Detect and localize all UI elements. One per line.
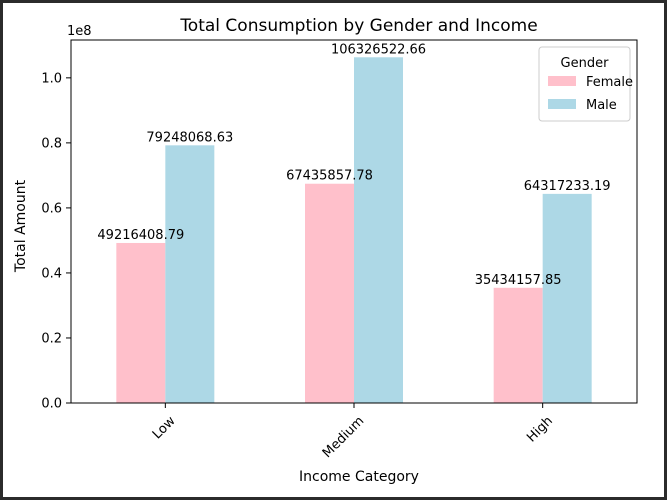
y-axis-label: Total Amount <box>13 179 29 273</box>
legend-swatch-male <box>548 99 576 109</box>
bar-female-medium <box>305 183 354 403</box>
bar-female-low <box>116 242 166 403</box>
chart-title: Total Consumption by Gender and Income <box>179 16 537 36</box>
x-axis-label: Income Category <box>299 469 419 485</box>
x-tick-label-high: High <box>524 414 556 446</box>
y-tick-label: 0.8 <box>41 136 62 151</box>
legend-label-male: Male <box>586 98 617 113</box>
y-axis: 0.0 0.2 0.4 0.6 0.8 1.0 <box>41 71 71 412</box>
bar-female-high <box>493 287 543 403</box>
legend-swatch-female <box>548 76 576 86</box>
bar-male-high <box>542 193 592 403</box>
legend: Gender Female Male <box>538 46 633 122</box>
bars-layer <box>116 57 592 403</box>
x-axis: Low Medium High <box>150 403 556 461</box>
chart-frame: Total Consumption by Gender and Income 1… <box>3 3 664 497</box>
bar-chart: Total Consumption by Gender and Income 1… <box>13 16 638 485</box>
y-tick-label: 0.2 <box>41 331 62 346</box>
bar-male-medium <box>354 57 403 403</box>
y-tick-label: 0.6 <box>41 201 62 216</box>
data-label-female-high: 35434157.85 <box>475 273 562 288</box>
bar-male-low <box>165 145 215 403</box>
x-tick-label-medium: Medium <box>320 414 367 461</box>
plot-area-border <box>70 39 638 404</box>
y-axis-offset-label: 1e8 <box>67 24 92 39</box>
legend-label-female: Female <box>586 75 633 90</box>
y-tick-label: 0.0 <box>41 397 62 412</box>
legend-title: Gender <box>561 56 610 71</box>
x-tick-label-low: Low <box>150 413 179 442</box>
y-tick-label: 0.4 <box>41 266 62 281</box>
data-label-male-high: 64317233.19 <box>524 179 611 194</box>
y-tick-label: 1.0 <box>41 71 62 86</box>
data-labels-layer: 49216408.79 79248068.63 67435857.78 1063265… <box>97 42 610 288</box>
data-label-male-medium: 106326522.66 <box>331 42 426 57</box>
data-label-female-low: 49216408.79 <box>97 228 184 243</box>
data-label-female-medium: 67435857.78 <box>286 169 373 184</box>
data-label-male-low: 79248068.63 <box>146 130 233 145</box>
